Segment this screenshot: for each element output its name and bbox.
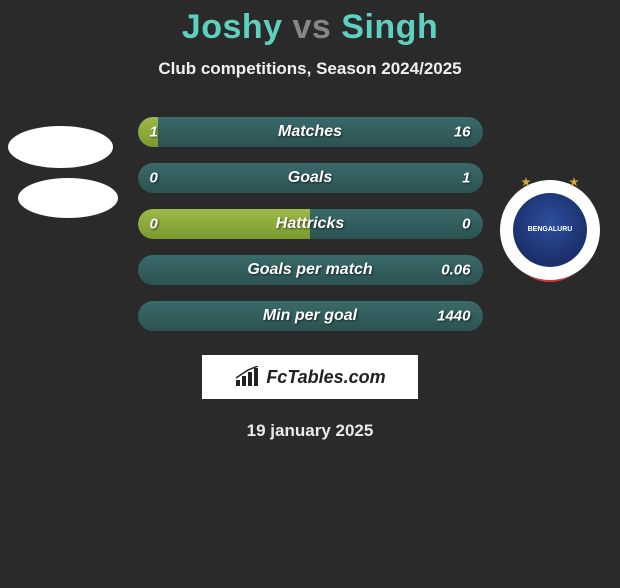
stat-left-value: 1 <box>150 124 158 141</box>
stat-right-value: 0 <box>462 216 470 233</box>
footer-brand-text: FcTables.com <box>266 367 385 388</box>
comparison-title: Joshy vs Singh <box>0 8 620 47</box>
stat-right-value: 0.06 <box>441 262 470 279</box>
date-label: 19 january 2025 <box>0 421 620 441</box>
stat-label: Min per goal <box>263 307 357 325</box>
stat-label: Matches <box>278 123 342 141</box>
player2-name: Singh <box>341 8 438 46</box>
stat-row: Goals per match 0.06 <box>138 255 483 285</box>
stat-row: 0 Hattricks 0 <box>138 209 483 239</box>
stat-row: 0 Goals 1 <box>138 163 483 193</box>
stat-right-value: 1 <box>462 170 470 187</box>
player1-club-placeholder <box>18 178 118 218</box>
footer-brand-badge: FcTables.com <box>202 355 418 399</box>
subtitle: Club competitions, Season 2024/2025 <box>0 59 620 79</box>
club-badge-text: BENGALURU <box>528 226 573 234</box>
stat-right-value: 16 <box>454 124 471 141</box>
stat-row: Min per goal 1440 <box>138 301 483 331</box>
player1-name: Joshy <box>182 8 283 46</box>
player2-club-badge: BENGALURU <box>500 180 600 280</box>
chart-icon <box>234 366 260 388</box>
stat-left-value: 0 <box>150 170 158 187</box>
stat-label: Hattricks <box>276 215 344 233</box>
stat-left-value: 0 <box>150 216 158 233</box>
stat-label: Goals <box>288 169 332 187</box>
vs-label: vs <box>293 8 332 46</box>
stat-row: 1 Matches 16 <box>138 117 483 147</box>
stat-label: Goals per match <box>247 261 372 279</box>
player1-badge-placeholder <box>8 126 113 168</box>
stat-right-value: 1440 <box>437 308 470 325</box>
